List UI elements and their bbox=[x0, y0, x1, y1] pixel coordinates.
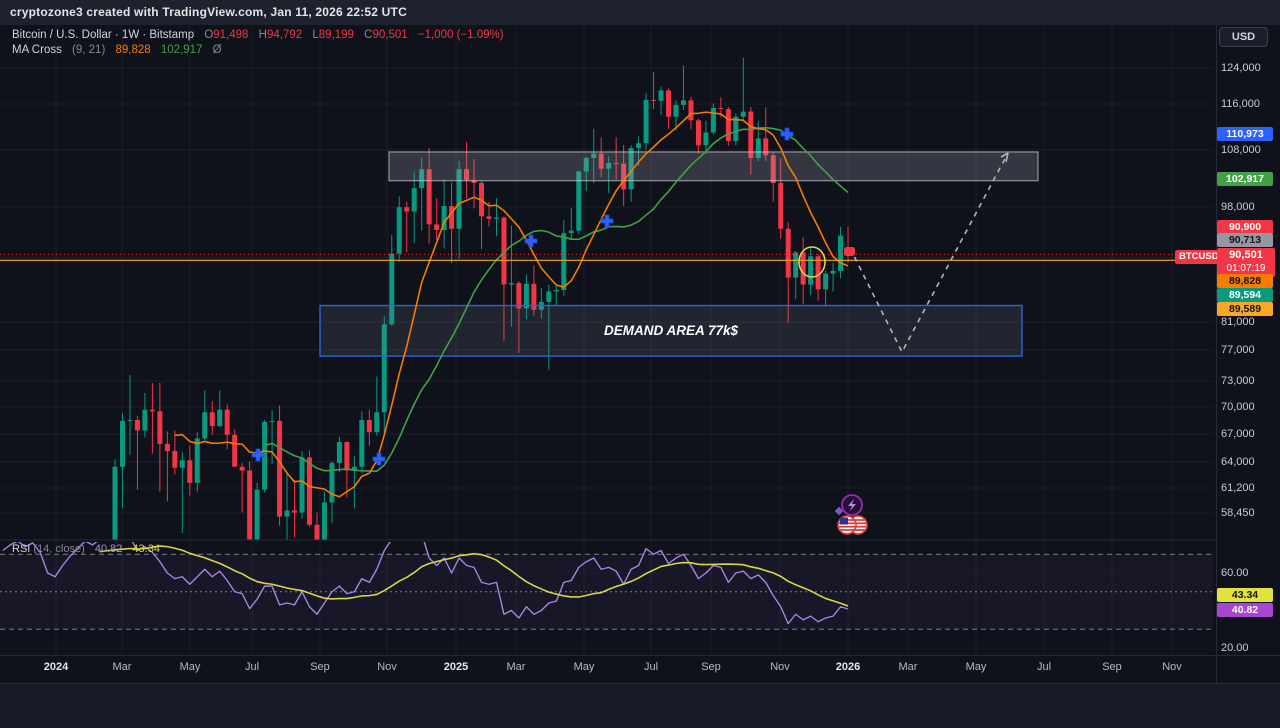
time-axis-label: Mar bbox=[506, 661, 526, 673]
ma-cross-marker bbox=[600, 214, 614, 228]
sparkle-icon bbox=[834, 506, 844, 516]
price-axis-label: 81,000 bbox=[1221, 316, 1255, 328]
candles-layer bbox=[112, 57, 851, 540]
ma-cross-marker bbox=[780, 127, 794, 141]
ohlc-high-value: 94,792 bbox=[266, 29, 303, 41]
time-axis-label: Mar bbox=[112, 661, 132, 673]
rsi-band-layer bbox=[0, 553, 1213, 630]
rsi-value: 40.82 bbox=[94, 543, 123, 555]
ma-cross-marker bbox=[524, 234, 538, 248]
price-axis-label: 77,000 bbox=[1221, 344, 1255, 356]
price-axis-badge: 102,917 bbox=[1217, 172, 1273, 186]
red-price-marker[interactable] bbox=[844, 247, 855, 256]
ohlc-high-label: H bbox=[258, 29, 267, 41]
time-axis-label: Sep bbox=[701, 661, 721, 673]
price-axis-label: 124,000 bbox=[1221, 62, 1261, 74]
bar-countdown: 01:07:19 bbox=[1226, 263, 1266, 274]
time-axis-label: Nov bbox=[770, 661, 790, 673]
price-axis-label: 61,200 bbox=[1221, 482, 1255, 494]
price-axis-label: 67,000 bbox=[1221, 428, 1255, 440]
time-axis-label: 2024 bbox=[43, 661, 69, 673]
price-axis-label: 64,000 bbox=[1221, 456, 1255, 468]
rsi-axis-label: 20.00 bbox=[1221, 642, 1249, 654]
time-axis-label: May bbox=[179, 661, 201, 673]
supply-zone bbox=[388, 151, 1039, 182]
price-axis-label: 58,450 bbox=[1221, 507, 1255, 519]
price-axis-badge: 90,900 bbox=[1217, 220, 1273, 234]
rsi-axis-badge: 40.82 bbox=[1217, 603, 1273, 617]
time-axis-label: May bbox=[965, 661, 987, 673]
rsi-ma-line bbox=[99, 545, 849, 607]
price-lines-layer[interactable] bbox=[0, 253, 1213, 261]
ma21-value: 102,917 bbox=[160, 44, 203, 56]
time-axis-label: Nov bbox=[377, 661, 397, 673]
symbol-price-tag: BTCUSD bbox=[1175, 250, 1223, 264]
attribution-bar: cryptozone3 created with TradingView.com… bbox=[0, 0, 1280, 25]
event-icons-layer[interactable] bbox=[834, 494, 868, 535]
price-axis-badge: 89,594 bbox=[1217, 288, 1273, 302]
time-axis-label: Sep bbox=[1102, 661, 1122, 673]
time-axis-label: Jul bbox=[1036, 661, 1052, 673]
time-axis-label: Nov bbox=[1162, 661, 1182, 673]
price-axis-label: 98,000 bbox=[1221, 201, 1255, 213]
currency-toggle-button[interactable]: USD bbox=[1219, 27, 1268, 47]
ma-cross-params: (9, 21) bbox=[72, 44, 106, 56]
last-price-badge: 90,501 01:07:19 bbox=[1217, 248, 1275, 277]
ohlc-low-label: L bbox=[312, 29, 319, 41]
time-axis-label: Jul bbox=[244, 661, 260, 673]
bottom-toolbar: TradingView bbox=[0, 683, 1280, 728]
price-axis-badge: 110,973 bbox=[1217, 127, 1273, 141]
time-axis-label: 2025 bbox=[443, 661, 469, 673]
time-axis[interactable] bbox=[0, 655, 1280, 683]
rsi-legend[interactable]: RSI (14, close) 40.82 43.34 bbox=[12, 543, 160, 555]
rsi-ma-value: 43.34 bbox=[132, 543, 160, 555]
rsi-axis-label: 60.00 bbox=[1221, 567, 1249, 579]
ma-cross-markers bbox=[251, 127, 794, 466]
ohlc-open-value: 91,498 bbox=[213, 29, 249, 41]
ma-cross-legend[interactable]: MA Cross (9, 21) 89,828 102,917 Ø bbox=[12, 44, 222, 56]
time-axis-label: 2026 bbox=[835, 661, 861, 673]
rsi-line bbox=[2, 542, 849, 625]
ohlc-open-label: O bbox=[204, 29, 214, 41]
projection-arrowhead bbox=[1000, 152, 1009, 163]
rsi-lines-layer bbox=[2, 542, 849, 625]
ma9-value: 89,828 bbox=[115, 44, 151, 56]
change-value: −1,000 (−1.09%) bbox=[417, 29, 504, 41]
demand-zone-label: DEMAND AREA 77k$ bbox=[604, 323, 739, 338]
rsi-params: (14, close) bbox=[33, 543, 85, 555]
time-axis-label: May bbox=[573, 661, 595, 673]
symbol-title: Bitcoin / U.S. Dollar · 1W · Bitstamp bbox=[12, 29, 195, 41]
ohlc-close-value: 90,501 bbox=[372, 29, 408, 41]
time-axis-label: Mar bbox=[898, 661, 918, 673]
price-axis-label: 116,000 bbox=[1221, 98, 1260, 110]
price-axis[interactable] bbox=[1216, 25, 1280, 683]
price-axis-badge: 90,713 bbox=[1217, 233, 1273, 247]
symbol-legend[interactable]: Bitcoin / U.S. Dollar · 1W · Bitstamp O9… bbox=[12, 29, 504, 41]
ellipse-highlight[interactable] bbox=[798, 246, 826, 278]
time-axis-label: Sep bbox=[310, 661, 330, 673]
price-axis-label: 108,000 bbox=[1221, 144, 1261, 156]
last-price-value: 90,501 bbox=[1229, 249, 1263, 261]
price-axis-label: 73,000 bbox=[1221, 375, 1255, 387]
rsi-axis-badge: 43.34 bbox=[1217, 588, 1273, 602]
price-axis-label: 70,000 bbox=[1221, 401, 1255, 413]
ma-cross-marker bbox=[251, 448, 265, 462]
rsi-name: RSI bbox=[12, 543, 31, 555]
ma-layer bbox=[174, 111, 849, 498]
ohlc-close-label: C bbox=[364, 29, 373, 41]
us-flag-event-icon bbox=[837, 515, 868, 535]
attribution-text: cryptozone3 created with TradingView.com… bbox=[10, 5, 407, 19]
ma-cross-name: MA Cross bbox=[12, 44, 62, 56]
time-axis-label: Jul bbox=[643, 661, 659, 673]
price-axis-badge: 89,828 bbox=[1217, 274, 1273, 288]
price-axis-badge: 89,589 bbox=[1217, 302, 1273, 316]
ohlc-low-value: 89,199 bbox=[318, 29, 354, 41]
ma-visibility-icon[interactable]: Ø bbox=[212, 44, 222, 56]
ma-cross-marker bbox=[372, 452, 386, 466]
